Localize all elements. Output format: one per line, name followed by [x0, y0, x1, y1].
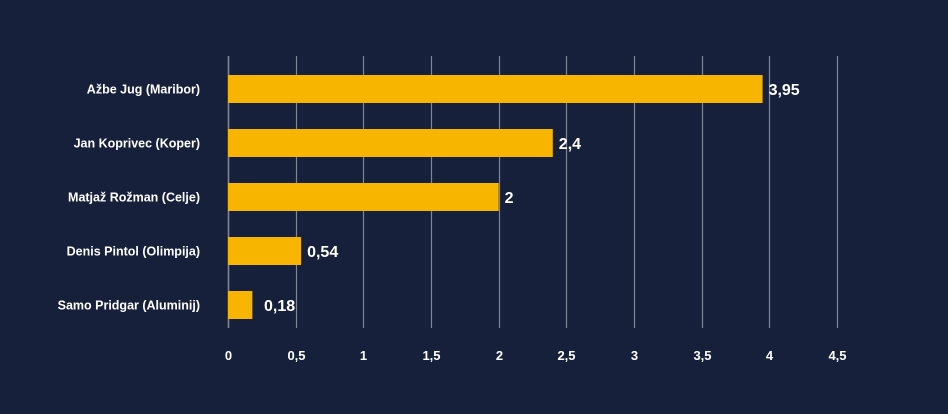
- labels: 0 0,5 1 1,5 2 2,5 3 3,5 4 4,5 Ažbe Jug (Maribor) 3,…: [58, 82, 847, 363]
- category-label: Ažbe Jug (Maribor): [87, 83, 200, 97]
- value-label: 0,18: [264, 298, 295, 315]
- bars: [228, 75, 763, 319]
- value-label: 2: [505, 190, 514, 207]
- x-tick-label: 3,5: [693, 348, 711, 363]
- value-label: 0,54: [307, 244, 338, 261]
- bar: [228, 237, 302, 265]
- value-label: 3,95: [769, 82, 800, 99]
- category-label: Jan Koprivec (Koper): [74, 137, 200, 151]
- x-tick-label: 2,5: [557, 348, 575, 363]
- value-label: 2,4: [559, 136, 581, 153]
- category-label: Matjaž Rožman (Celje): [68, 191, 200, 205]
- bar: [228, 291, 253, 319]
- x-tick-label: 1: [360, 348, 367, 363]
- category-label: Denis Pintol (Olimpija): [67, 245, 200, 259]
- bar: [228, 129, 553, 157]
- x-tick-label: 4,5: [828, 348, 846, 363]
- x-tick-label: 0: [225, 348, 232, 363]
- bar: [228, 183, 499, 211]
- bar: [228, 75, 763, 103]
- x-tick-label: 2: [496, 348, 503, 363]
- x-tick-label: 3: [631, 348, 638, 363]
- x-tick-label: 0,5: [287, 348, 305, 363]
- category-label: Samo Pridgar (Aluminij): [58, 299, 200, 313]
- x-tick-label: 1,5: [422, 348, 440, 363]
- x-tick-label: 4: [766, 348, 774, 363]
